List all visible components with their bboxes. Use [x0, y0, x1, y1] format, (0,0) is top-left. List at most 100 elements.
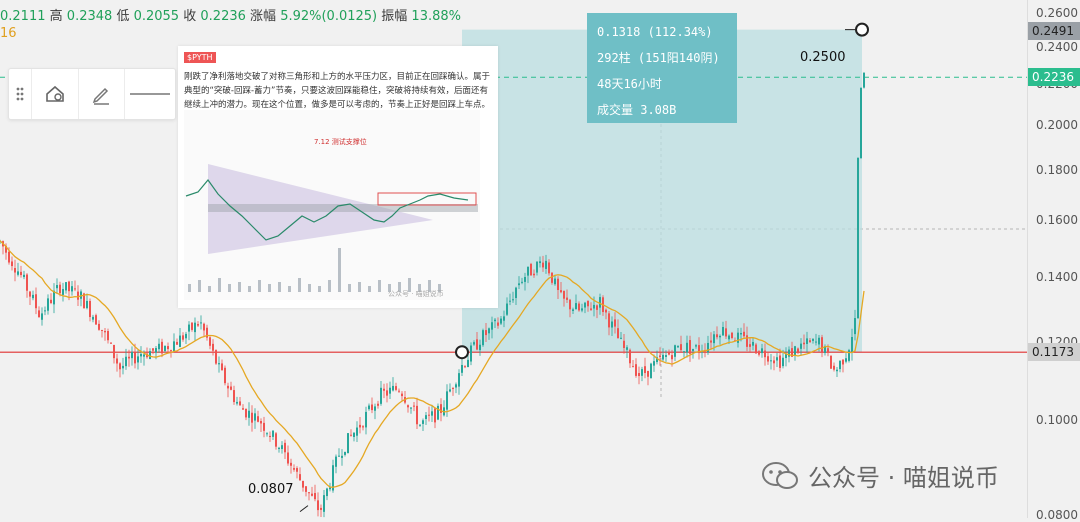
candle-body — [518, 283, 520, 286]
candle-body — [509, 300, 511, 302]
candle-body — [719, 335, 721, 338]
candle-body — [248, 410, 250, 418]
candle-body — [191, 322, 193, 330]
candle-body — [635, 364, 637, 376]
measure-volume: 成交量 3.08B — [597, 103, 677, 117]
candle-body — [497, 322, 499, 326]
candle-body — [299, 474, 301, 481]
candle-body — [302, 480, 304, 488]
candle-body — [425, 415, 427, 420]
candle-body — [596, 305, 598, 310]
candle-body — [137, 356, 139, 363]
candle-body — [743, 331, 745, 337]
candle-body — [86, 300, 88, 309]
candle-body — [89, 300, 91, 318]
candle-body — [848, 350, 850, 361]
candle-body — [467, 359, 469, 368]
wechat-icon — [762, 461, 798, 489]
candle-body — [815, 341, 817, 343]
candle-body — [461, 364, 463, 373]
shape-tool-icon[interactable] — [32, 69, 79, 119]
candle-body — [473, 342, 475, 345]
candle-body — [245, 408, 247, 418]
candle-body — [125, 356, 127, 367]
candle-body — [122, 365, 124, 369]
amp-value: 13.88% — [411, 9, 461, 24]
candle-body — [593, 304, 595, 309]
candle-body — [812, 339, 814, 341]
candle-body — [383, 388, 385, 391]
candle-body — [170, 350, 172, 352]
candle-body — [764, 350, 766, 358]
candle-body — [236, 401, 238, 404]
candle-body — [605, 309, 607, 313]
candle-body — [290, 462, 292, 466]
candle-body — [713, 334, 715, 344]
open-value: 0.2111 — [0, 9, 46, 24]
candle-body — [434, 408, 436, 423]
candle-body — [860, 87, 862, 159]
candle-body — [380, 387, 382, 404]
candle-body — [578, 303, 580, 311]
candle-body — [680, 344, 682, 351]
pen-tool-icon[interactable] — [79, 69, 126, 119]
candle-body — [206, 327, 208, 338]
candle-body — [707, 342, 709, 353]
price-label: 0.2236 — [1028, 68, 1080, 87]
candle-body — [818, 337, 820, 345]
candle-body — [560, 290, 562, 293]
low-value: 0.2055 — [133, 9, 180, 24]
low-label: 低 — [116, 9, 130, 24]
candle-body — [182, 335, 184, 340]
candle-body — [389, 387, 391, 394]
drag-handle-icon[interactable] — [9, 69, 32, 119]
candle-body — [449, 389, 451, 392]
candle-body — [500, 318, 502, 324]
low-pointer — [299, 505, 309, 513]
candle-body — [281, 445, 283, 449]
candle-body — [47, 298, 49, 311]
price-axis[interactable]: 0.26000.24000.22000.20000.18000.16000.14… — [1027, 0, 1080, 522]
candle-body — [776, 357, 778, 361]
axis-tick-label: 0.1600 — [1036, 212, 1078, 227]
candle-body — [203, 323, 205, 331]
candle-body — [386, 390, 388, 396]
candle-body — [833, 365, 835, 370]
candle-body — [323, 495, 325, 512]
candle-body — [200, 322, 202, 324]
candle-body — [569, 299, 571, 310]
inset-chart: 7.12 测试支撑位 公众号 · 喵姐说币 — [184, 110, 480, 300]
candle-body — [599, 297, 601, 308]
candle-body — [656, 357, 658, 363]
candle-body — [572, 309, 574, 311]
candle-body — [749, 344, 751, 347]
candle-body — [695, 345, 697, 347]
candle-body — [296, 468, 298, 472]
candle-body — [143, 354, 145, 357]
candle-body — [392, 385, 394, 391]
candle-body — [842, 359, 844, 365]
candle-body — [38, 310, 40, 318]
axis-tick-label: 0.2600 — [1036, 5, 1078, 20]
candle-body — [20, 271, 22, 276]
candle-body — [188, 324, 190, 332]
candle-body — [215, 350, 217, 364]
candle-body — [326, 488, 328, 497]
measure-tooltip: 0.1318 (112.34%) 292柱 (151阳140阴) 48天16小时… — [587, 13, 737, 123]
candle-body — [557, 278, 559, 291]
candle-body — [101, 329, 103, 331]
line-tool-icon[interactable] — [125, 69, 175, 119]
candle-body — [722, 326, 724, 336]
candle-body — [758, 351, 760, 355]
candle-body — [35, 294, 37, 309]
candle-body — [239, 401, 241, 406]
measure-change: 0.1318 (112.34%) — [597, 25, 713, 39]
candle-body — [257, 416, 259, 422]
high-value: 0.2348 — [66, 9, 113, 24]
candle-body — [119, 363, 121, 370]
candle-body — [218, 363, 220, 365]
candle-body — [194, 322, 196, 333]
candle-body — [275, 433, 277, 447]
candle-body — [527, 266, 529, 276]
candle-body — [446, 391, 448, 410]
